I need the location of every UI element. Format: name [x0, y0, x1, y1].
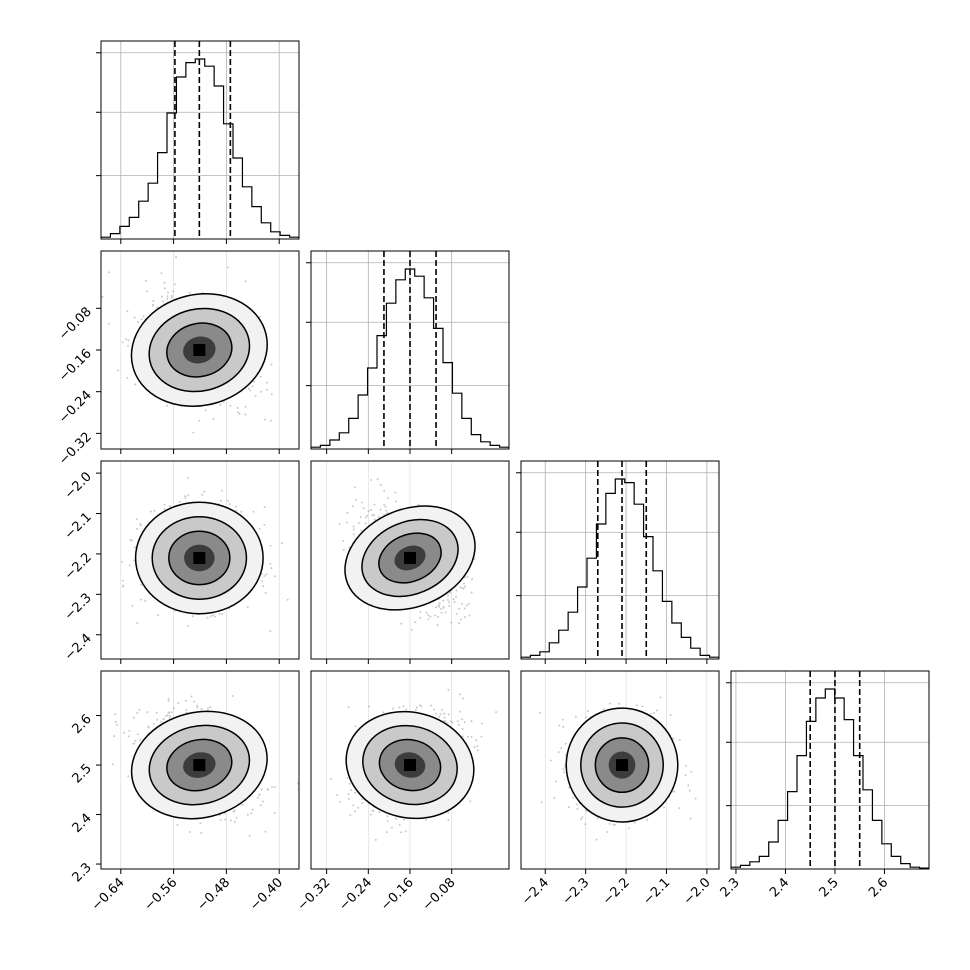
axes-frame	[520, 670, 720, 870]
histogram-bars	[521, 478, 719, 659]
contour-line	[378, 532, 442, 584]
contour-line	[565, 707, 679, 823]
x-tick-label: 2.6	[866, 875, 891, 900]
axes-frame	[100, 460, 300, 660]
y-tick-label: 2.4	[70, 811, 95, 836]
contour-line	[580, 722, 664, 808]
x-tick-label: 2.3	[718, 875, 743, 900]
x-tick-label: −0.40	[247, 875, 286, 914]
density-peak	[616, 759, 629, 772]
contour-line	[130, 710, 268, 820]
axes-frame	[520, 460, 720, 660]
y-tick-label: −2.3	[62, 591, 95, 624]
x-tick-label: −2.2	[600, 875, 633, 908]
scatter-panel-2-0: −2.4 −2.3 −2.2 −2.1 −2.0	[62, 460, 300, 664]
contour-line	[344, 505, 476, 611]
hist-panel-0	[96, 40, 300, 244]
y-tick-label: −2.0	[62, 469, 95, 502]
x-tick-label: −0.56	[142, 875, 181, 914]
density-peak	[193, 344, 206, 356]
density-peak	[404, 551, 416, 564]
x-tick-label: −0.08	[420, 875, 459, 914]
contour-line	[594, 737, 650, 794]
density-peak	[404, 759, 416, 772]
y-tick-label: 2.3	[70, 860, 95, 885]
y-tick-label: −2.2	[62, 550, 95, 583]
y-tick-label: −0.32	[56, 430, 95, 469]
scatter-panel-1-0: −0.32−0.24−0.16−0.08	[56, 250, 300, 469]
y-tick-label: −0.08	[56, 305, 95, 344]
axes-frame	[100, 40, 300, 240]
x-tick-label: −2.4	[519, 875, 552, 908]
x-tick-label: −0.64	[89, 875, 128, 914]
y-tick-label: −0.16	[56, 346, 95, 385]
scatter-panel-3-1: −0.32 −0.24 −0.16 −0.08	[295, 670, 510, 914]
y-tick-label: −2.1	[62, 510, 95, 543]
hist-panel-3: 2.3 2.4 2.5 2.6	[718, 670, 930, 900]
axes-frame	[730, 670, 930, 870]
contour-line	[361, 518, 459, 598]
density-peak	[193, 759, 206, 772]
contour-line	[166, 738, 233, 792]
x-tick-label: −2.0	[681, 875, 714, 908]
x-tick-label: −0.32	[295, 875, 334, 914]
x-tick-label: −2.1	[640, 875, 673, 908]
axes-frame	[100, 250, 300, 450]
scatter-panel-2-1	[310, 460, 510, 664]
contour-line	[130, 293, 268, 407]
contour-line	[168, 530, 231, 586]
y-tick-label: −0.24	[56, 388, 95, 427]
x-tick-label: 2.5	[817, 875, 842, 900]
x-tick-label: −0.24	[336, 875, 375, 914]
x-tick-label: −0.16	[378, 875, 417, 914]
contour-line	[134, 501, 264, 615]
axes-frame	[100, 670, 300, 870]
contour-line	[148, 724, 251, 806]
x-tick-label: −2.3	[560, 875, 593, 908]
x-tick-label: 2.4	[767, 875, 792, 900]
contour-line	[378, 738, 442, 792]
histogram-bars	[731, 688, 929, 869]
y-tick-label: −2.4	[62, 631, 95, 664]
contour-line	[166, 322, 233, 378]
scatter-panel-3-2: −2.4 −2.3 −2.2 −2.1 −2.0	[519, 670, 720, 908]
y-tick-label: 2.6	[70, 712, 95, 737]
contour-line	[151, 516, 248, 600]
hist-panel-2	[516, 460, 720, 664]
contour-line	[362, 724, 458, 806]
scatter-panel-3-0: 2.3 2.4 2.5 2.6 −0.64 −0.56 −0.48 −0.40	[70, 670, 300, 914]
contour-line	[345, 710, 475, 820]
contour-line	[148, 307, 251, 393]
x-tick-label: −0.48	[194, 875, 233, 914]
density-peak	[193, 551, 206, 564]
hist-panel-1	[306, 250, 510, 454]
y-tick-label: 2.5	[70, 761, 95, 786]
